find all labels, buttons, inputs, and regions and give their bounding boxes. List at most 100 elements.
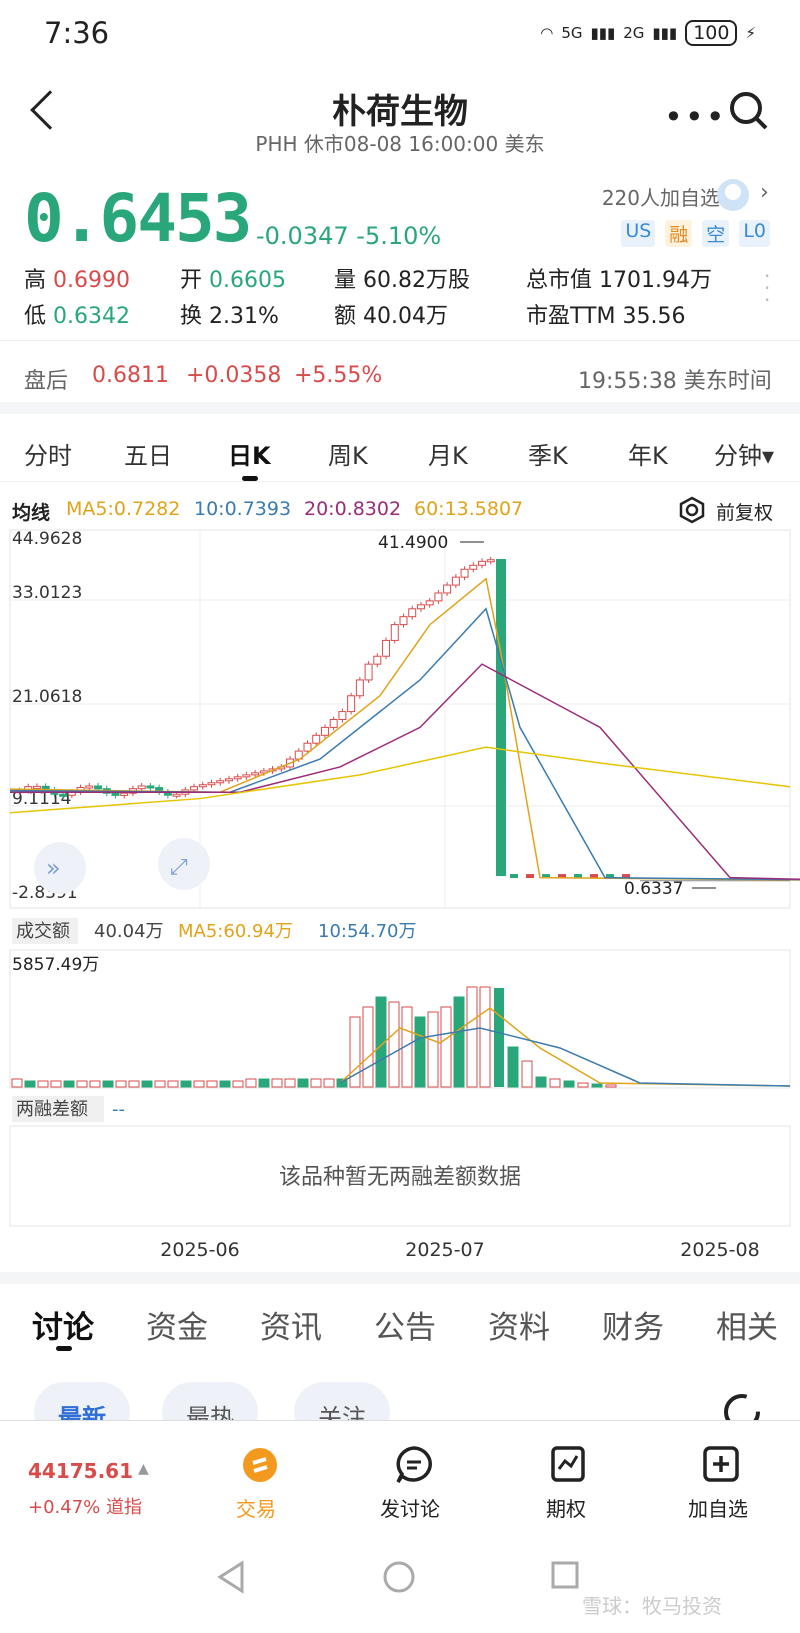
system-nav: 雪球：牧马投资 — [0, 1530, 800, 1633]
volume-bar — [206, 1080, 218, 1088]
tab-yearly[interactable]: 年K — [628, 442, 668, 470]
candle — [303, 742, 312, 752]
candle — [347, 695, 356, 713]
discuss-label[interactable]: 发讨论 — [380, 1497, 440, 1521]
ma20-value: 20:0.8302 — [304, 498, 402, 520]
pill-hot[interactable]: 最热 — [162, 1382, 258, 1422]
volume-bar — [24, 1080, 36, 1088]
pill-following[interactable]: 关注 — [294, 1382, 390, 1422]
candle — [338, 711, 347, 720]
candle — [216, 780, 225, 784]
margin-value: -- — [112, 1099, 125, 1120]
ah-price: 0.6811 — [92, 363, 169, 388]
volume-bar — [388, 1001, 400, 1088]
options-icon[interactable] — [550, 1445, 586, 1483]
watermark: 雪球：牧马投资 — [582, 1594, 722, 1618]
kline-chart[interactable]: 44.962833.012321.06189.1114-2.839141.490… — [0, 528, 800, 1288]
nav-back-icon[interactable] — [216, 1560, 246, 1594]
tag-list: US 融 空 L0 — [621, 220, 770, 247]
more-icon[interactable]: ••• — [664, 98, 727, 136]
candle — [478, 560, 487, 566]
candle — [399, 616, 408, 626]
candle — [59, 793, 68, 797]
nav-recents-icon[interactable] — [550, 1560, 580, 1590]
ah-pct: +5.55% — [294, 363, 383, 388]
volume-bar — [50, 1080, 62, 1088]
ma-label: 均线 — [12, 502, 51, 524]
pill-latest[interactable]: 最新 — [34, 1382, 130, 1422]
tag-level: L0 — [739, 220, 770, 247]
battery-icon: 100 — [685, 20, 738, 46]
avatar — [717, 179, 749, 211]
volume-bar — [102, 1080, 114, 1088]
ma10-line — [9, 607, 800, 881]
candle — [510, 874, 518, 879]
content-tabs: 讨论 资金 资讯 公告 资料 财务 相关 — [0, 1288, 800, 1351]
settings-icon[interactable] — [678, 496, 706, 524]
tab-news[interactable]: 资讯 — [260, 1310, 322, 1346]
tab-5day[interactable]: 五日 — [124, 442, 172, 470]
options-label[interactable]: 期权 — [546, 1497, 586, 1521]
tab-minute[interactable]: 分钟▾ — [714, 442, 775, 470]
volume-bar — [141, 1080, 153, 1088]
stat-turnover: 换 2.31% — [180, 304, 279, 329]
stat-open: 开 0.6605 — [180, 268, 286, 293]
index-value[interactable]: 44175.61 — [28, 1459, 134, 1483]
volume-bar — [154, 1080, 166, 1088]
y-tick-label: 33.0123 — [12, 583, 82, 603]
charging-icon: ⚡ — [745, 24, 756, 42]
margin-panel — [9, 1125, 791, 1227]
trade-icon[interactable] — [242, 1447, 278, 1483]
discuss-icon[interactable] — [394, 1445, 434, 1485]
refresh-icon[interactable] — [720, 1390, 764, 1422]
price-change: -0.0347 -5.10% — [256, 222, 441, 250]
status-bar: 7:36 ◠ 5G ▮▮▮ 2G ▮▮▮ 100 ⚡ — [0, 0, 800, 70]
candle — [469, 564, 478, 570]
candle — [198, 784, 207, 788]
candle — [242, 774, 251, 778]
header: 朴荷生物 PHH 休市08-08 16:00:00 美东 ••• — [0, 78, 800, 158]
candle — [434, 592, 443, 602]
stock-title: 朴荷生物 — [332, 92, 468, 132]
candle — [382, 639, 391, 657]
candle — [190, 786, 199, 791]
volume-bar — [521, 1060, 533, 1088]
tab-intraday[interactable]: 分时 — [24, 442, 72, 470]
chevron-right-icon[interactable]: › — [760, 180, 769, 205]
add-watchlist-icon[interactable] — [702, 1445, 740, 1483]
volume-max-label: 5857.49万 — [12, 955, 99, 975]
watchers[interactable]: 220人加自选 — [601, 186, 720, 210]
ah-time: 19:55:38 美东时间 — [578, 369, 772, 394]
wifi-icon: ◠ — [540, 24, 554, 42]
tab-quarterly[interactable]: 季K — [528, 442, 568, 470]
search-icon[interactable] — [728, 90, 770, 132]
ah-change: +0.0358 — [186, 363, 282, 388]
divider — [0, 1272, 800, 1284]
tab-discuss[interactable]: 讨论 — [32, 1310, 94, 1346]
tab-monthly[interactable]: 月K — [428, 442, 468, 470]
tab-weekly[interactable]: 周K — [328, 442, 368, 470]
tab-related[interactable]: 相关 — [716, 1310, 778, 1346]
candle — [207, 782, 216, 786]
nav-home-icon[interactable] — [382, 1560, 416, 1594]
volume-bar — [232, 1080, 244, 1088]
candle — [460, 568, 469, 578]
volume-bar — [219, 1080, 231, 1088]
volume-bar — [549, 1078, 561, 1088]
add-watchlist-label[interactable]: 加自选 — [688, 1497, 748, 1521]
tab-profile[interactable]: 资料 — [488, 1310, 550, 1346]
tab-funds[interactable]: 资金 — [146, 1310, 208, 1346]
volume-ma10-line — [339, 1027, 791, 1087]
volume-bar — [453, 996, 465, 1088]
expand-icon[interactable]: · · · — [764, 264, 771, 312]
crash-candle — [496, 558, 506, 877]
stat-low: 低 0.6342 — [24, 304, 130, 329]
tab-announcements[interactable]: 公告 — [374, 1310, 436, 1346]
y-tick-label: 44.9628 — [12, 529, 82, 549]
volume-bar — [494, 988, 504, 1087]
tab-daily[interactable]: 日K — [228, 436, 271, 481]
tag-margin: 融 — [665, 220, 693, 247]
trade-label[interactable]: 交易 — [236, 1497, 276, 1521]
tab-financials[interactable]: 财务 — [602, 1310, 664, 1346]
adjust-label[interactable]: 前复权 — [716, 502, 774, 524]
